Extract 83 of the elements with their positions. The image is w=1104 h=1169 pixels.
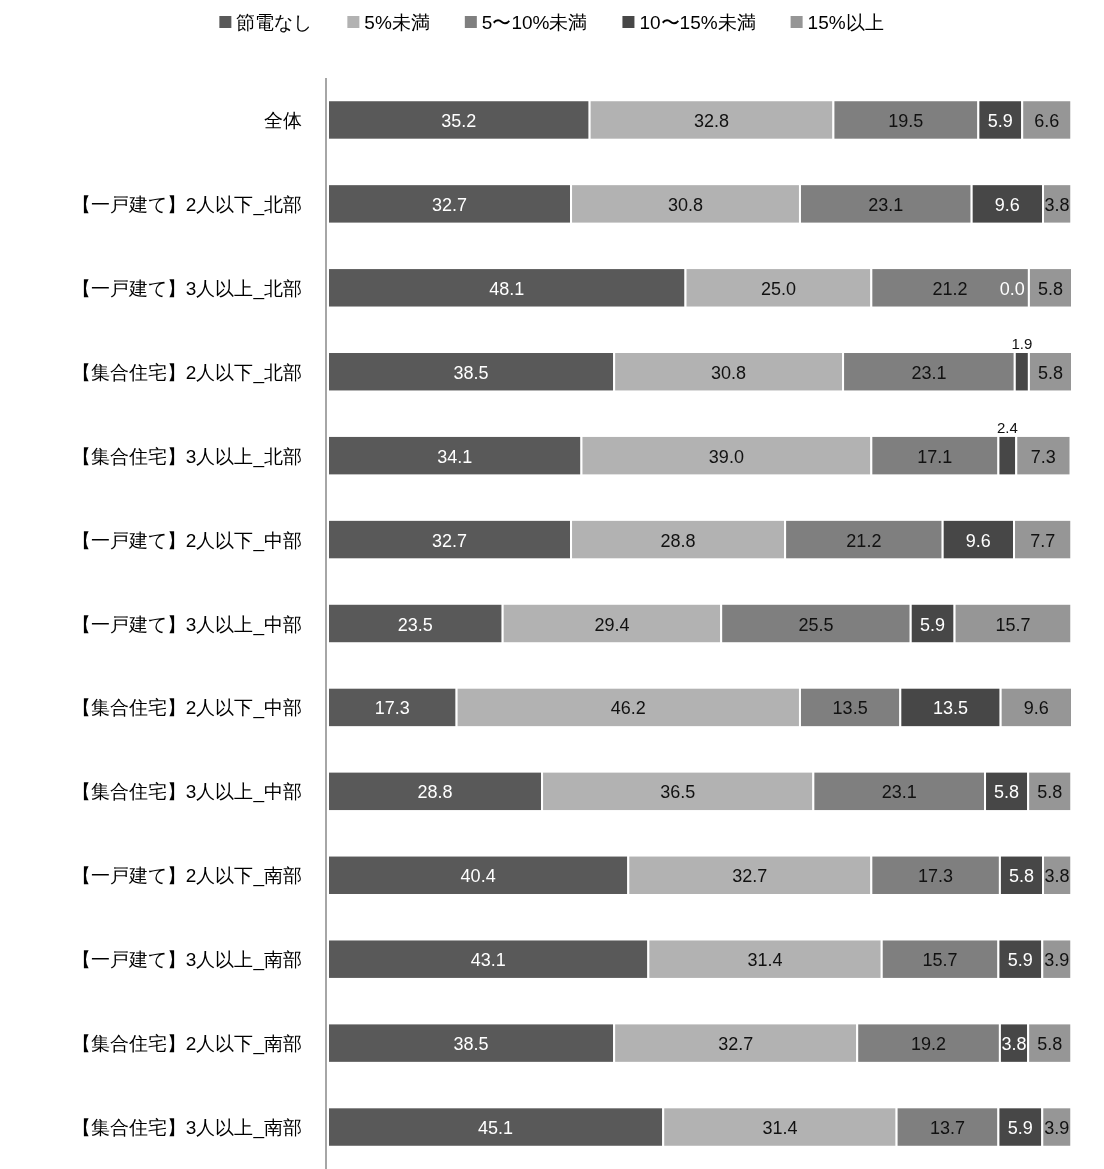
legend-label: 5〜10%未満 [481,12,588,33]
data-label: 39.0 [708,446,744,467]
data-label: 36.5 [660,782,696,803]
data-label: 5.8 [994,782,1020,803]
y-tick-label: 【集合住宅】3人以上_南部 [71,1117,302,1140]
data-label: 40.4 [460,866,496,887]
data-label: 9.6 [965,530,991,551]
data-label: 25.5 [798,614,834,635]
data-label: 5.8 [1037,278,1063,299]
data-label: 32.7 [718,1034,754,1055]
y-tick-label: 【一戸建て】2人以下_中部 [71,529,302,552]
data-label: 13.7 [929,1118,966,1139]
data-label: 17.3 [374,698,410,719]
data-label: 21.2 [846,530,882,551]
data-label: 25.0 [760,278,796,299]
data-label: 9.6 [1023,698,1049,719]
data-label: 23.1 [868,194,904,215]
data-label: 45.1 [478,1118,514,1139]
y-tick-label: 【集合住宅】2人以下_北部 [71,361,302,384]
data-label: 13.5 [832,698,868,719]
data-label: 13.5 [932,698,968,719]
data-label: 3.9 [1044,1118,1070,1139]
data-label: 38.5 [453,1034,489,1055]
data-label: 7.3 [1030,446,1056,467]
data-label: 23.1 [911,362,947,383]
data-label: 28.8 [417,782,453,803]
y-tick-label: 【集合住宅】3人以上_中部 [71,781,302,804]
y-tick-label: 全体 [264,109,302,131]
data-label: 17.3 [918,866,954,887]
data-label: 30.8 [711,362,747,383]
data-label: 5.9 [987,110,1013,131]
y-tick-label: 【一戸建て】3人以上_北部 [71,277,302,300]
data-label: 48.1 [489,278,525,299]
data-label: 30.8 [667,194,704,215]
data-label: 32.7 [432,530,468,551]
data-label: 31.4 [762,1118,798,1139]
data-label: 32.8 [694,110,730,131]
data-label: 5.8 [1037,362,1063,383]
data-label: 23.1 [881,782,917,803]
data-label: 29.4 [594,614,630,635]
data-label: 6.6 [1034,110,1060,131]
data-label: 0.0 [999,278,1025,299]
data-label: 35.2 [441,110,477,131]
y-tick-label: 【集合住宅】2人以下_南部 [71,1033,302,1056]
data-label: 5.8 [1037,1034,1063,1055]
data-label: 43.1 [470,950,506,971]
data-label: 5.9 [920,614,946,635]
data-label: 28.8 [660,530,696,551]
data-label: 3.9 [1044,950,1070,971]
y-tick-label: 【一戸建て】3人以上_南部 [71,949,302,972]
data-label: 17.1 [917,446,953,467]
data-label: 21.2 [932,278,968,299]
y-tick-label: 【一戸建て】3人以上_中部 [71,613,302,636]
y-tick-label: 【集合住宅】2人以下_中部 [71,697,302,720]
data-label: 19.2 [911,1034,947,1055]
data-label: 34.1 [437,446,473,467]
data-label: 32.7 [732,866,768,887]
data-label: 9.6 [994,194,1020,215]
data-label: 15.7 [922,950,958,971]
data-label: 5.9 [1007,950,1033,971]
data-label: 31.4 [747,950,783,971]
data-label: 7.7 [1030,530,1056,551]
data-label: 5.9 [1007,1118,1033,1139]
data-label: 23.5 [397,614,433,635]
legend-label: 5%未満 [364,12,430,33]
legend-label: 10〜15%未満 [639,12,756,33]
data-label: 5.8 [1008,866,1034,887]
y-tick-label: 【集合住宅】3人以上_北部 [71,445,302,468]
data-label: 3.8 [1044,866,1070,887]
data-label: 3.8 [1044,194,1070,215]
legend-label: 節電なし [236,12,313,33]
data-label: 1.9 [1011,335,1033,353]
y-tick-label: 【一戸建て】2人以下_南部 [71,865,302,888]
data-label: 5.8 [1037,782,1063,803]
data-label: 46.2 [610,698,646,719]
data-label: 38.5 [453,362,489,383]
data-label: 3.8 [1001,1034,1027,1055]
data-label: 15.7 [995,614,1031,635]
legend-label: 15%以上 [807,12,884,33]
data-label: 32.7 [432,194,468,215]
data-label: 19.5 [888,110,924,131]
data-label: 2.4 [996,418,1018,436]
y-tick-label: 【一戸建て】2人以下_北部 [71,193,302,216]
